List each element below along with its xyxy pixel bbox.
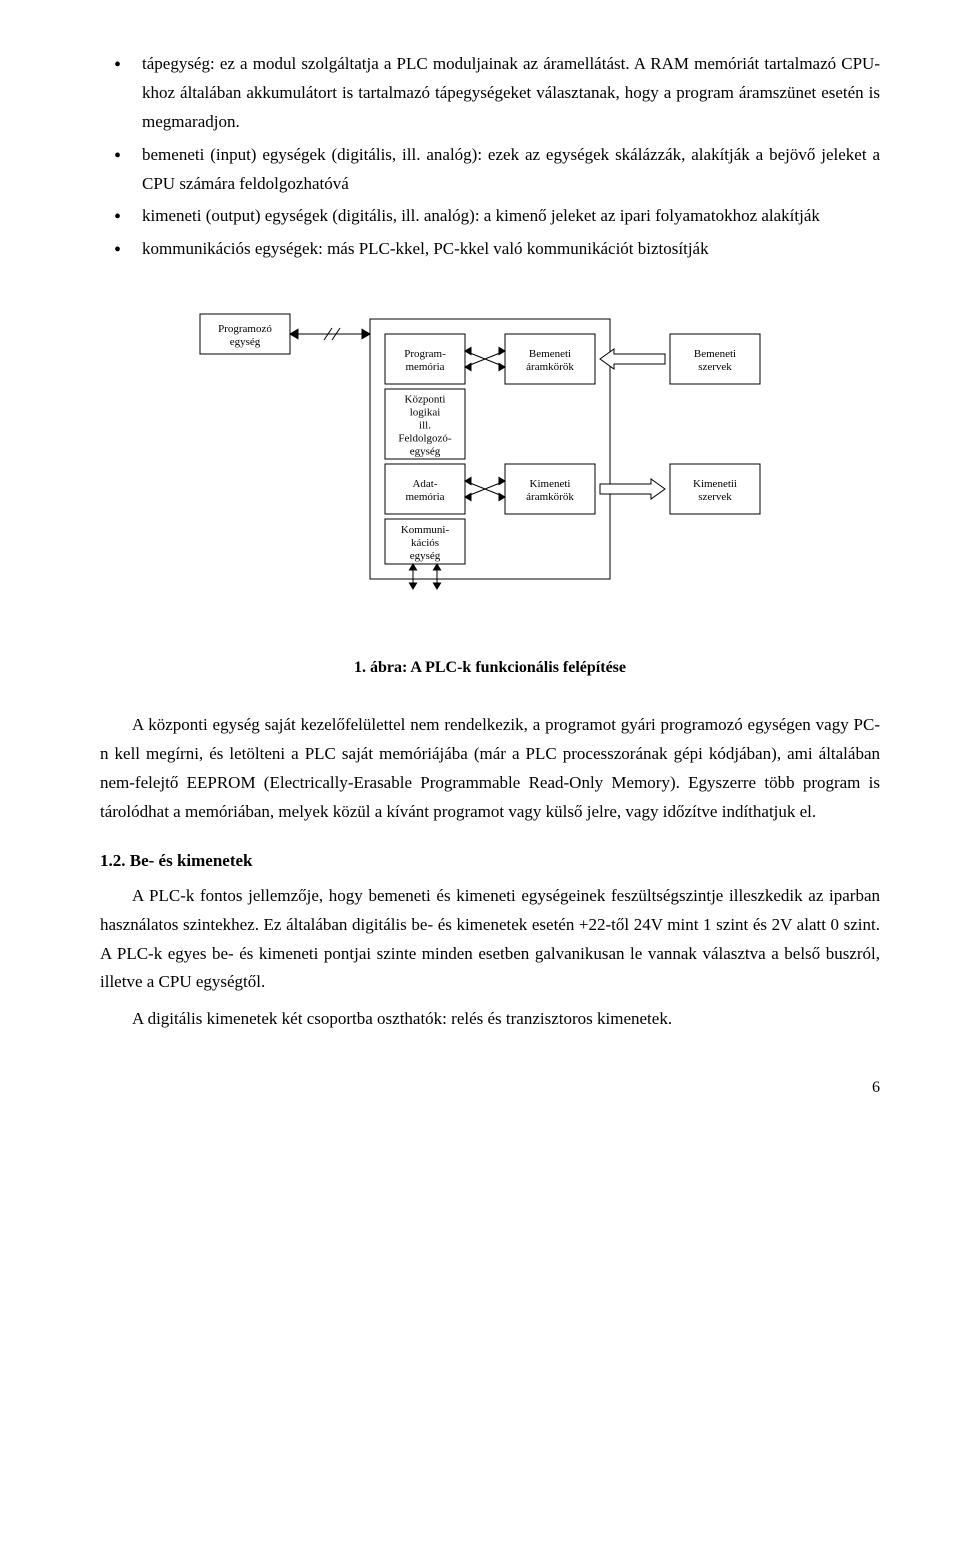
list-item: kommunikációs egységek: más PLC-kkel, PC…	[100, 235, 880, 264]
plc-block-diagram: ProgramozóegységProgram-memóriaKözpontil…	[100, 294, 880, 624]
svg-text:Központi: Központi	[405, 394, 446, 406]
section-heading: 1.2. Be- és kimenetek	[100, 847, 880, 876]
svg-text:szervek: szervek	[698, 491, 732, 503]
page-number: 6	[100, 1074, 880, 1101]
list-item: tápegység: ez a modul szolgáltatja a PLC…	[100, 50, 880, 137]
paragraph: A központi egység saját kezelőfelülettel…	[100, 711, 880, 827]
svg-text:szervek: szervek	[698, 361, 732, 373]
svg-text:Kimenetii: Kimenetii	[693, 478, 737, 490]
list-item: kimeneti (output) egységek (digitális, i…	[100, 202, 880, 231]
svg-text:Programozó: Programozó	[218, 323, 272, 335]
svg-text:egység: egység	[410, 550, 441, 562]
svg-text:memória: memória	[405, 361, 444, 373]
svg-text:logikai: logikai	[410, 407, 441, 419]
svg-text:Bemeneti: Bemeneti	[529, 348, 571, 360]
svg-text:Feldolgozó-: Feldolgozó-	[398, 433, 451, 445]
svg-text:Bemeneti: Bemeneti	[694, 348, 736, 360]
svg-text:kációs: kációs	[411, 537, 439, 549]
paragraph: A digitális kimenetek két csoportba oszt…	[100, 1005, 880, 1034]
svg-text:áramkörök: áramkörök	[526, 361, 574, 373]
paragraph: A PLC-k fontos jellemzője, hogy bemeneti…	[100, 882, 880, 998]
svg-text:memória: memória	[405, 491, 444, 503]
svg-text:Adat-: Adat-	[412, 478, 437, 490]
bullet-list: tápegység: ez a modul szolgáltatja a PLC…	[100, 50, 880, 264]
svg-text:ill.: ill.	[419, 420, 431, 432]
svg-text:egység: egység	[230, 336, 261, 348]
svg-text:Program-: Program-	[404, 348, 446, 360]
svg-text:Kimeneti: Kimeneti	[530, 478, 571, 490]
list-item: bemeneti (input) egységek (digitális, il…	[100, 141, 880, 199]
svg-text:egység: egység	[410, 446, 441, 458]
svg-text:Kommuni-: Kommuni-	[401, 524, 450, 536]
svg-text:áramkörök: áramkörök	[526, 491, 574, 503]
figure-caption: 1. ábra: A PLC-k funkcionális felépítése	[100, 654, 880, 681]
